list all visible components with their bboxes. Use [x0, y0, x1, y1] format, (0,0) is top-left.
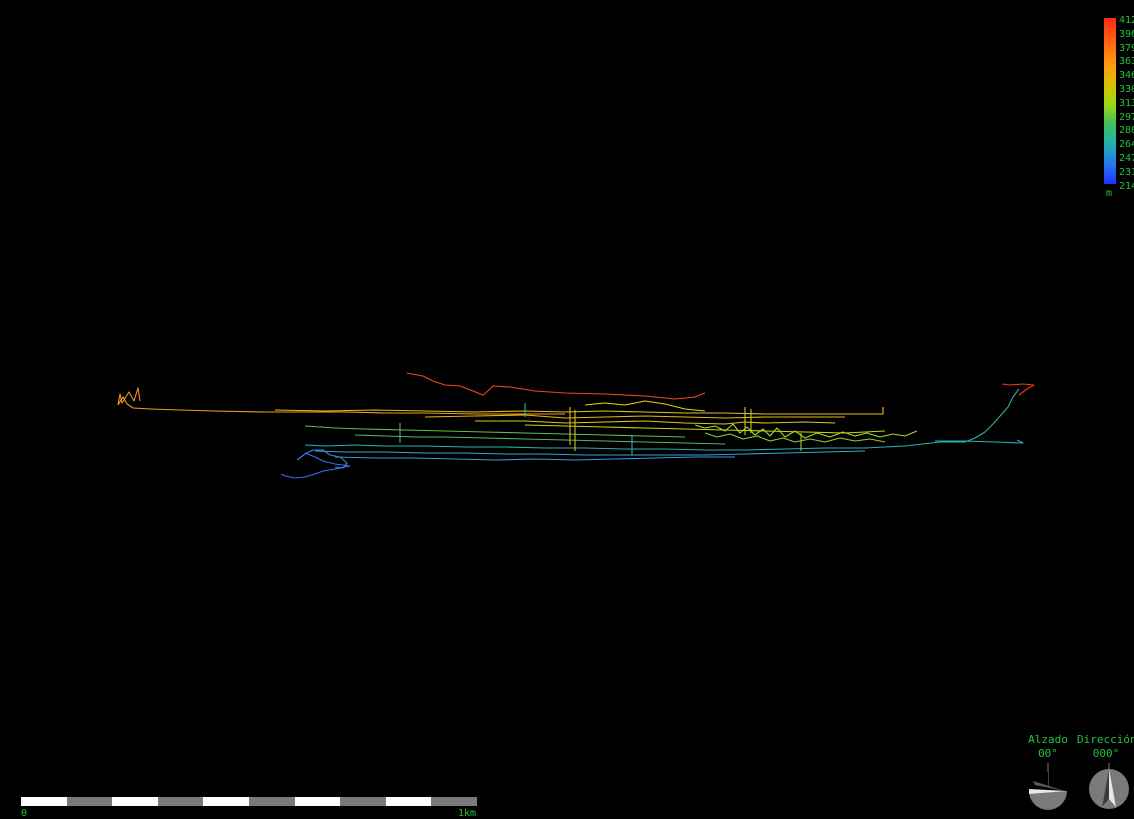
- passage-blue-loop: [296, 449, 348, 469]
- legend-unit: m: [1106, 188, 1113, 199]
- passage-green-2: [354, 434, 726, 445]
- passage-teal-main: [304, 388, 1020, 451]
- compass-icon[interactable]: [1086, 763, 1132, 813]
- passage-cyan-3: [334, 456, 735, 461]
- passage-yellow-2: [424, 414, 845, 419]
- legend-value: 214: [1119, 180, 1134, 192]
- passage-lime-cluster: [694, 423, 918, 439]
- passage-yellow-5: [584, 400, 706, 412]
- passage-upper-west: [117, 396, 565, 415]
- passage-blue-lower: [280, 452, 351, 479]
- scale-end-label: 1km: [458, 808, 477, 819]
- legend-value: 330: [1119, 84, 1134, 95]
- legend-value: 412: [1119, 15, 1134, 26]
- legend-value: 247: [1119, 153, 1134, 164]
- legend-value: 379: [1119, 42, 1134, 54]
- elevation-gauge-title: Alzado: [1028, 733, 1068, 746]
- passage-red-east: [1001, 383, 1035, 396]
- legend-value: 264: [1119, 139, 1134, 151]
- legend-value: 396: [1119, 28, 1134, 40]
- cave-survey-elevation-view[interactable]: [5, 5, 1134, 819]
- elevation-dial-icon[interactable]: [1025, 763, 1071, 813]
- legend-value: 346: [1119, 70, 1134, 82]
- legend-value: 313: [1119, 97, 1134, 109]
- passage-upper-stub: [117, 387, 141, 406]
- legend-value: 280: [1119, 125, 1134, 137]
- passage-yellow-main: [274, 407, 884, 415]
- viewer-frame[interactable]: 412 396 379 363 346 330 313 297 280 264 …: [5, 5, 1134, 819]
- passage-yellow-4: [524, 424, 886, 434]
- elevation-gauge-value: 00°: [1038, 747, 1058, 760]
- passage-teal-east: [935, 439, 1024, 444]
- direction-gauge-value: 000°: [1092, 747, 1120, 760]
- passage-cyan-2: [314, 450, 866, 456]
- scale-start-label: 0: [21, 808, 28, 819]
- legend-value: 231: [1119, 166, 1134, 178]
- legend-value: 297: [1119, 111, 1134, 123]
- direction-gauge-title: Dirección: [1077, 733, 1134, 746]
- legend-color-bar: [1104, 18, 1116, 184]
- passage-lime-cluster-2: [704, 432, 886, 443]
- passage-yellow-3: [475, 420, 836, 425]
- legend-value: 363: [1119, 56, 1134, 68]
- passage-red-upper: [406, 372, 706, 400]
- passage-green-mid: [304, 425, 686, 438]
- scale-bar: [21, 797, 477, 806]
